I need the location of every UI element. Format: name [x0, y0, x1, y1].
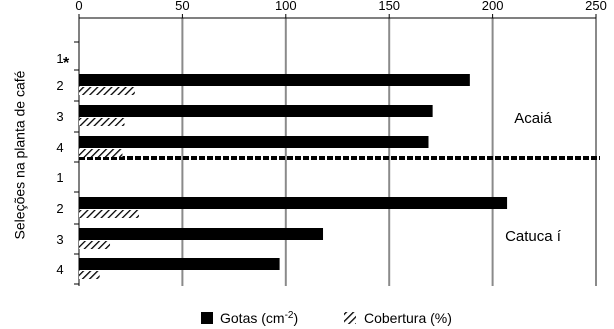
x-tick-label-4: 200 — [482, 0, 504, 13]
axes — [74, 14, 600, 286]
bar-gotas-1-3 — [79, 258, 280, 270]
legend: Gotas (cm-2) Cobertura (%) — [201, 310, 452, 326]
x-tick-label-0: 0 — [75, 0, 82, 13]
category-label-1-2: 3 — [56, 232, 63, 247]
category-label-1-1: 2 — [56, 201, 63, 216]
bar-gotas-1-2 — [79, 228, 324, 240]
category-label-0-1: 2 — [56, 78, 63, 93]
bar-gotas-0-1 — [79, 74, 470, 86]
bar-gotas-1-1 — [79, 197, 508, 209]
labels: 0 50 100 150 200 250 1 2 3 4 1 2 3 4 Acaiá Catuca í — [56, 0, 606, 277]
category-label-0-3: 4 — [56, 140, 63, 155]
bars — [79, 74, 508, 279]
legend-gotas-name: Gotas (cm — [220, 310, 285, 326]
legend-gotas-suffix: ) — [293, 310, 298, 326]
legend-swatch-cobertura — [344, 312, 356, 324]
group-label-0: Acaiá — [514, 110, 552, 127]
x-tick-label-3: 150 — [378, 0, 400, 13]
legend-gotas-sup: -2 — [285, 310, 294, 321]
category-label-1-0: 1 — [56, 170, 63, 185]
x-tick-label-2: 100 — [275, 0, 297, 13]
bar-cobertura-0-2 — [79, 118, 125, 126]
bar-gotas-0-2 — [79, 105, 433, 117]
legend-label-gotas: Gotas (cm-2) — [220, 310, 298, 326]
bar-cobertura-0-3 — [79, 149, 123, 157]
y-axis-label: Seleções na planta de café — [12, 70, 28, 239]
group-label-1: Catuca í — [505, 228, 562, 245]
bar-cobertura-0-1 — [79, 87, 135, 95]
grid — [181, 18, 597, 286]
bar-cobertura-1-1 — [79, 210, 139, 218]
legend-label-cobertura: Cobertura (%) — [364, 310, 452, 326]
category-label-0-0: 1 — [56, 51, 63, 66]
legend-swatch-gotas — [201, 312, 213, 324]
bar-gotas-0-3 — [79, 136, 429, 148]
bar-cobertura-1-2 — [79, 241, 111, 249]
x-tick-label-5: 250 — [585, 0, 607, 13]
category-label-0-2: 3 — [56, 109, 63, 124]
bar-cobertura-1-3 — [79, 271, 100, 279]
x-tick-label-1: 50 — [175, 0, 189, 13]
category-label-1-3: 4 — [56, 262, 63, 277]
annotation-star: * — [63, 55, 70, 72]
